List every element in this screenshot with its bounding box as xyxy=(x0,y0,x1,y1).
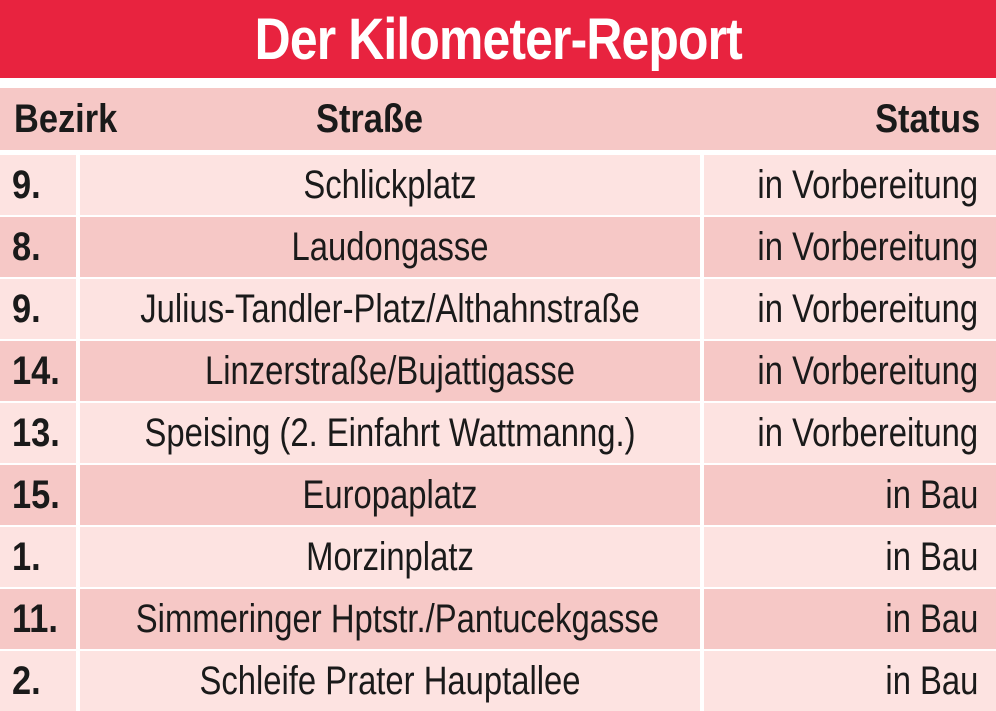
strasse-value: Morzinplatz xyxy=(306,535,474,579)
bezirk-cell: 13. xyxy=(0,403,76,463)
table-row: 8. Laudongasse in Vorbereitung xyxy=(0,217,996,277)
strasse-value: Europaplatz xyxy=(302,473,478,517)
bezirk-value: 8. xyxy=(12,225,41,269)
strasse-value: Schlickplatz xyxy=(303,163,477,207)
bezirk-value: 13. xyxy=(12,411,60,455)
bezirk-value: 15. xyxy=(12,473,60,517)
strasse-cell: Simmeringer Hptstr./Pantucekgasse xyxy=(80,589,700,649)
table-row: 9. Julius-Tandler-Platz/Althahnstraße in… xyxy=(0,279,996,339)
table-row: 1. Morzinplatz in Bau xyxy=(0,527,996,587)
status-cell: in Vorbereitung xyxy=(704,341,996,401)
bezirk-cell: 2. xyxy=(0,651,76,711)
status-value: in Bau xyxy=(884,597,978,641)
status-cell: in Bau xyxy=(704,527,996,587)
strasse-cell: Schlickplatz xyxy=(80,155,700,215)
table-header: Bezirk Straße Status xyxy=(0,88,996,150)
bezirk-cell: 1. xyxy=(0,527,76,587)
table-row: 9. Schlickplatz in Vorbereitung xyxy=(0,155,996,215)
bezirk-value: 9. xyxy=(12,287,41,331)
bezirk-cell: 9. xyxy=(0,279,76,339)
table-row: 2. Schleife Prater Hauptallee in Bau xyxy=(0,651,996,711)
strasse-cell: Europaplatz xyxy=(80,465,700,525)
strasse-cell: Julius-Tandler-Platz/Althahnstraße xyxy=(80,279,700,339)
bezirk-cell: 9. xyxy=(0,155,76,215)
status-cell: in Vorbereitung xyxy=(704,155,996,215)
bezirk-value: 1. xyxy=(12,535,41,579)
status-value: in Vorbereitung xyxy=(757,163,978,207)
status-cell: in Bau xyxy=(704,589,996,649)
status-value: in Vorbereitung xyxy=(757,287,978,331)
column-header-status: Status xyxy=(874,97,980,141)
bezirk-cell: 15. xyxy=(0,465,76,525)
strasse-value: Julius-Tandler-Platz/Althahnstraße xyxy=(140,287,640,331)
bezirk-value: 9. xyxy=(12,163,41,207)
bezirk-value: 14. xyxy=(12,349,60,393)
table-row: 15. Europaplatz in Bau xyxy=(0,465,996,525)
strasse-cell: Laudongasse xyxy=(80,217,700,277)
bezirk-value: 2. xyxy=(12,659,41,703)
status-value: in Vorbereitung xyxy=(757,411,978,455)
bezirk-value: 11. xyxy=(12,597,58,641)
table-row: 14. Linzerstraße/Bujattigasse in Vorbere… xyxy=(0,341,996,401)
bezirk-cell: 14. xyxy=(0,341,76,401)
strasse-cell: Schleife Prater Hauptallee xyxy=(80,651,700,711)
status-value: in Bau xyxy=(884,659,978,703)
status-cell: in Vorbereitung xyxy=(704,403,996,463)
page-title: Der Kilometer-Report xyxy=(254,6,742,72)
title-bar: Der Kilometer-Report xyxy=(0,0,996,78)
strasse-value: Linzerstraße/Bujattigasse xyxy=(204,349,576,393)
status-value: in Bau xyxy=(884,535,978,579)
strasse-value: Speising (2. Einfahrt Wattmanng.) xyxy=(144,411,636,455)
strasse-value: Laudongasse xyxy=(291,225,489,269)
status-cell: in Vorbereitung xyxy=(704,217,996,277)
bezirk-cell: 8. xyxy=(0,217,76,277)
status-value: in Vorbereitung xyxy=(757,225,978,269)
status-cell: in Bau xyxy=(704,465,996,525)
column-header-strasse: Straße xyxy=(316,97,424,141)
strasse-value: Schleife Prater Hauptallee xyxy=(199,659,581,703)
status-cell: in Vorbereitung xyxy=(704,279,996,339)
table-row: 11. Simmeringer Hptstr./Pantucekgasse in… xyxy=(0,589,996,649)
column-header-bezirk: Bezirk xyxy=(14,97,118,141)
status-value: in Vorbereitung xyxy=(757,349,978,393)
table-row: 13. Speising (2. Einfahrt Wattmanng.) in… xyxy=(0,403,996,463)
strasse-cell: Linzerstraße/Bujattigasse xyxy=(80,341,700,401)
bezirk-cell: 11. xyxy=(0,589,76,649)
status-cell: in Bau xyxy=(704,651,996,711)
status-value: in Bau xyxy=(884,473,978,517)
strasse-value: Simmeringer Hptstr./Pantucekgasse xyxy=(135,597,659,641)
strasse-cell: Speising (2. Einfahrt Wattmanng.) xyxy=(80,403,700,463)
strasse-cell: Morzinplatz xyxy=(80,527,700,587)
